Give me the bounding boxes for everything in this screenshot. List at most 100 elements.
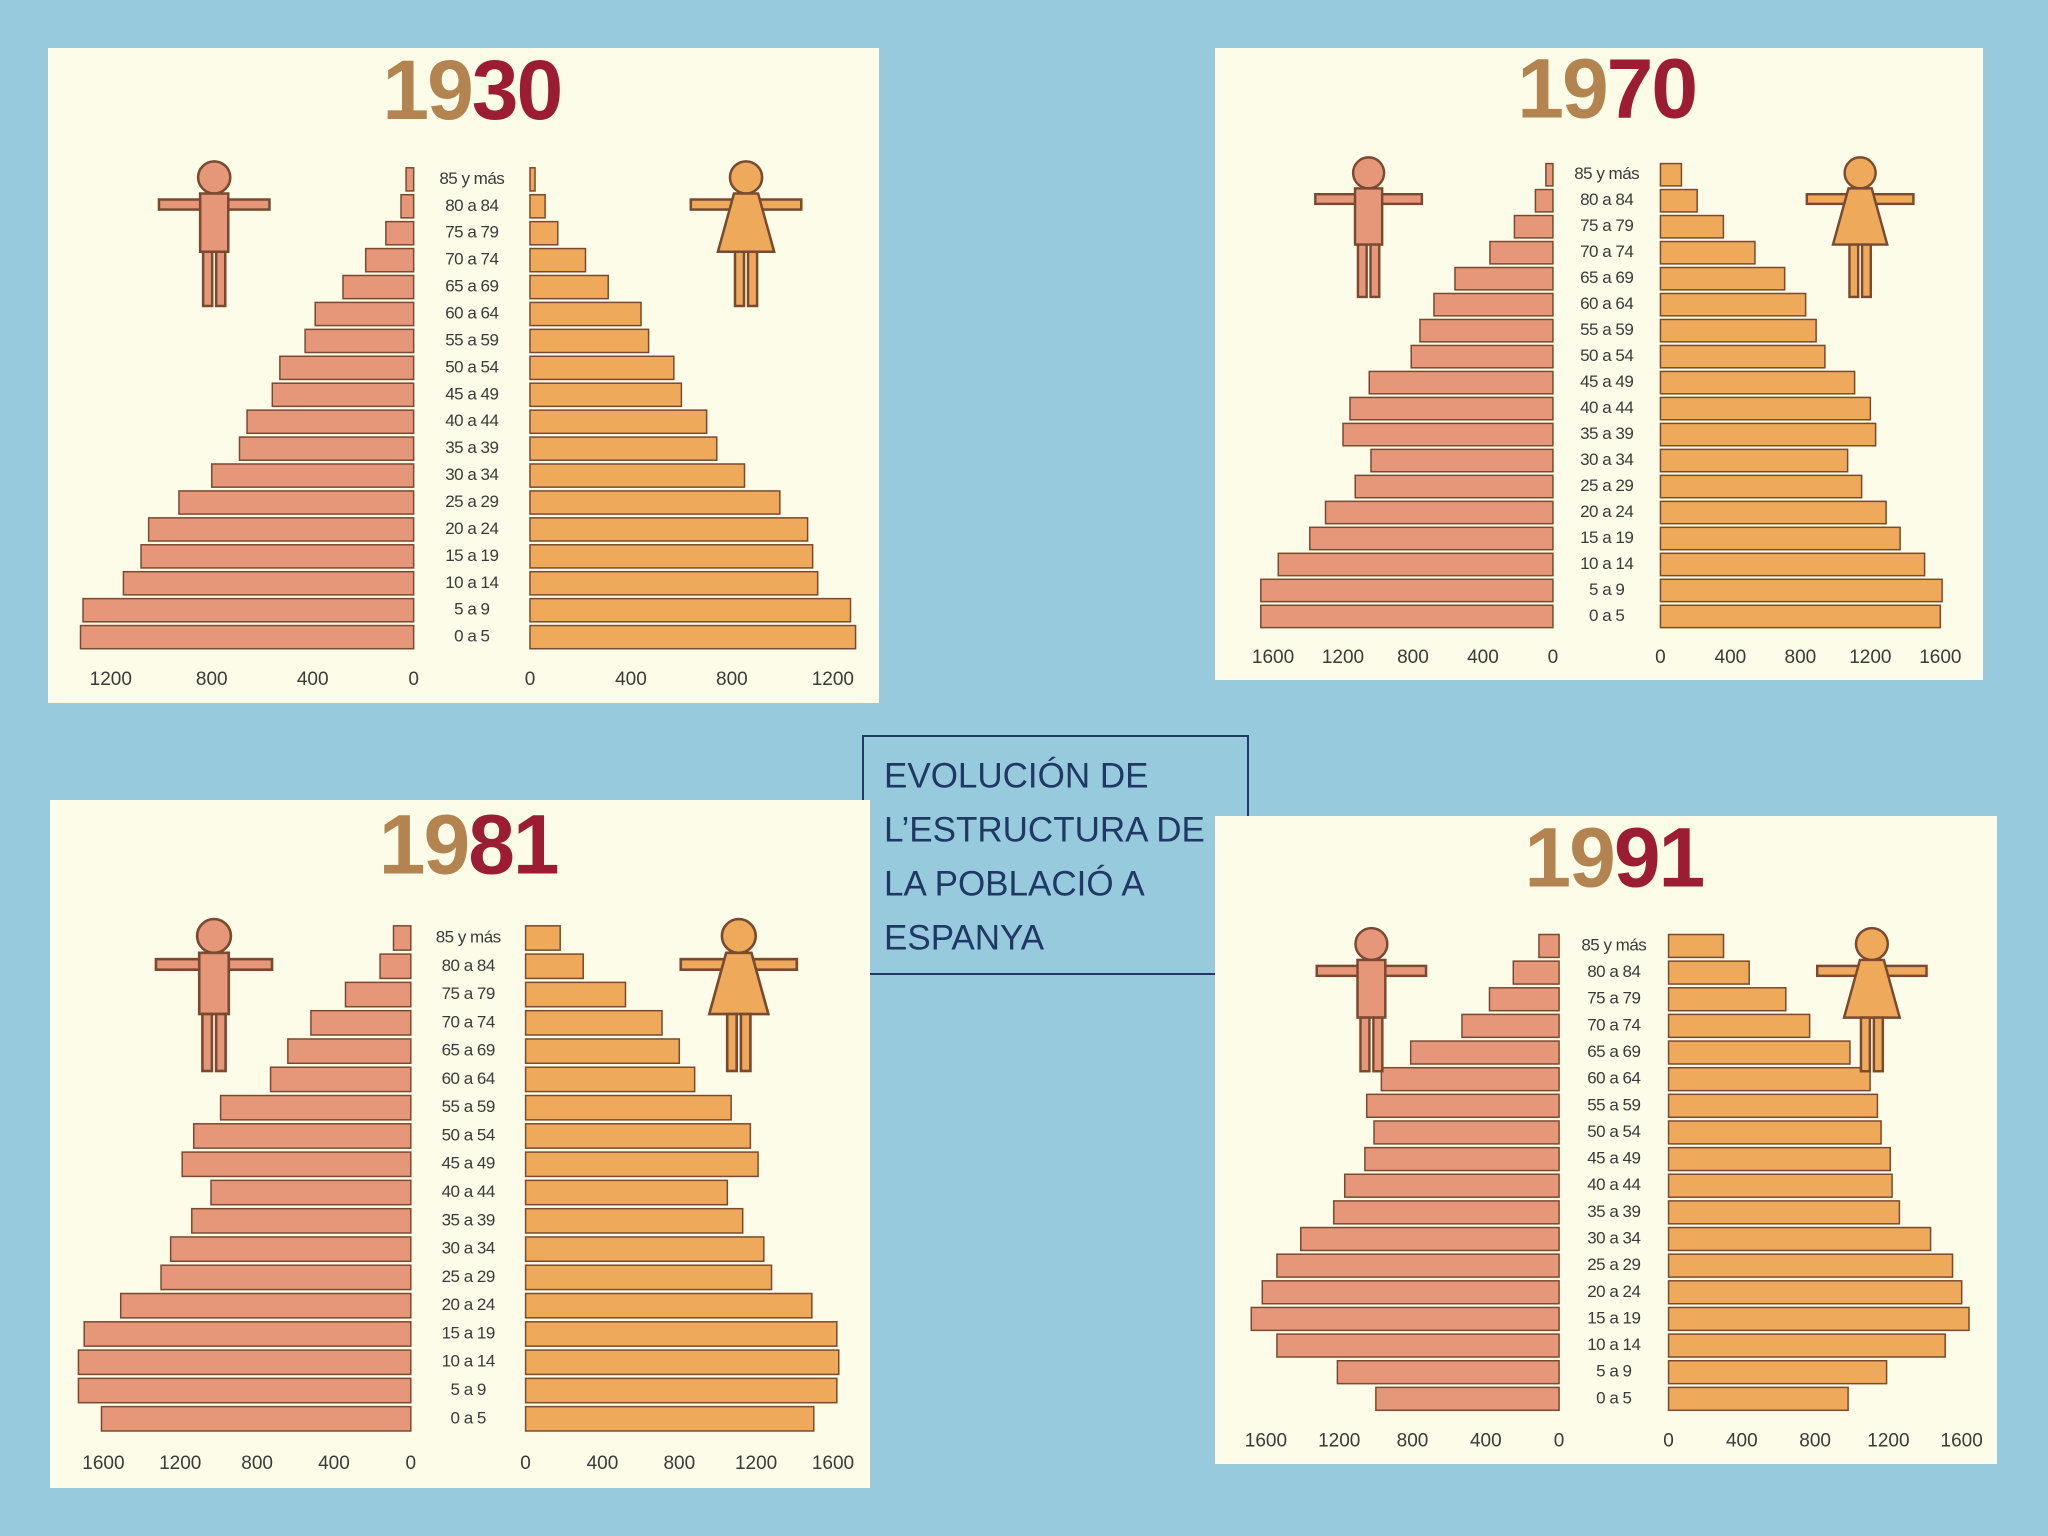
bar xyxy=(1659,578,1943,603)
chart-title: 1930 xyxy=(382,43,561,137)
age-label: 80 a 84 xyxy=(1587,962,1640,981)
bar xyxy=(1667,1359,1888,1385)
bar xyxy=(210,463,415,488)
text-box-line: ESPANYA xyxy=(884,918,1045,957)
age-label: 70 a 74 xyxy=(445,250,498,269)
bar xyxy=(524,1236,765,1263)
icon-body xyxy=(1356,958,1387,1019)
bar xyxy=(529,274,609,300)
age-label: 5 a 9 xyxy=(1596,1362,1631,1381)
bar xyxy=(1419,318,1554,343)
title-part: 30 xyxy=(472,43,561,137)
age-label: 45 a 49 xyxy=(442,1154,495,1173)
bar xyxy=(1659,240,1756,265)
bar xyxy=(529,220,559,246)
bar xyxy=(1409,1040,1560,1065)
bar xyxy=(529,490,781,515)
bar xyxy=(529,355,675,381)
age-label: 0 a 5 xyxy=(454,627,489,646)
icon-head xyxy=(1354,926,1389,962)
bar xyxy=(379,953,412,980)
x-tick-label: 800 xyxy=(663,1453,695,1474)
bar xyxy=(524,953,584,980)
bar xyxy=(1534,188,1554,213)
icon-body xyxy=(197,951,231,1016)
icon-leg xyxy=(214,1012,227,1073)
bar xyxy=(1410,344,1554,369)
bar xyxy=(1512,960,1560,985)
icon-body xyxy=(1831,187,1889,246)
bar xyxy=(524,981,627,1008)
x-tick-label: 0 xyxy=(1655,647,1666,668)
bar xyxy=(169,1236,412,1263)
bar xyxy=(310,1009,412,1036)
bar xyxy=(1300,1226,1560,1252)
bar xyxy=(1667,1040,1851,1065)
bar xyxy=(1276,1253,1560,1278)
bar xyxy=(524,1123,752,1149)
title-part: 19 xyxy=(379,798,468,892)
bar xyxy=(529,624,857,650)
x-tick-label: 800 xyxy=(716,669,748,690)
x-tick-label: 400 xyxy=(318,1453,350,1474)
bar xyxy=(1332,1200,1560,1225)
bar xyxy=(1250,1306,1560,1332)
icon-leg xyxy=(1372,1016,1384,1073)
age-label: 60 a 64 xyxy=(1587,1069,1640,1088)
x-tick-label: 0 xyxy=(525,669,536,690)
icon-leg xyxy=(1859,1016,1872,1073)
bar xyxy=(1364,1146,1560,1172)
bar xyxy=(1309,526,1554,551)
icon-body xyxy=(716,192,776,254)
bar xyxy=(122,570,415,596)
bar xyxy=(1343,1173,1560,1198)
bar xyxy=(524,925,561,951)
age-label: 50 a 54 xyxy=(1587,1122,1640,1141)
x-tick-label: 800 xyxy=(196,669,228,690)
x-tick-label: 1200 xyxy=(1867,1430,1909,1451)
icon-leg xyxy=(1872,1016,1885,1073)
female-icon xyxy=(1815,926,1928,1073)
bar xyxy=(529,517,809,542)
bar xyxy=(1513,214,1554,239)
x-tick-label: 400 xyxy=(615,669,647,690)
age-label: 50 a 54 xyxy=(445,357,498,376)
age-label: 10 a 14 xyxy=(1580,554,1633,573)
bar xyxy=(147,517,415,542)
icon-leg xyxy=(214,250,227,308)
text-box-line: L’ESTRUCTURA DE xyxy=(884,810,1205,849)
bar xyxy=(524,1349,840,1376)
bar xyxy=(529,409,708,435)
pyramid-chart: 1930 0 a 5 5 a 9 10 a 14 15 a 19 20 a 24 25 a … xyxy=(48,43,879,703)
icon-leg xyxy=(733,250,746,308)
bar xyxy=(181,1151,412,1178)
title-part: 19 xyxy=(382,43,471,137)
title-part: 19 xyxy=(1524,811,1613,905)
bar xyxy=(287,1038,412,1065)
x-tick-label: 800 xyxy=(1785,647,1817,668)
age-label: 80 a 84 xyxy=(1580,190,1633,209)
age-label: 15 a 19 xyxy=(1587,1308,1640,1327)
age-label: 25 a 29 xyxy=(1580,476,1633,495)
age-label: 70 a 74 xyxy=(1587,1015,1640,1034)
title-part: 70 xyxy=(1607,42,1696,136)
bar xyxy=(83,1321,412,1347)
age-label: 75 a 79 xyxy=(1587,989,1640,1008)
bar xyxy=(304,328,415,354)
bar xyxy=(1433,292,1554,317)
bar xyxy=(1659,448,1849,473)
bar xyxy=(1659,370,1856,395)
bar xyxy=(178,490,415,515)
x-tick-label: 1600 xyxy=(82,1453,124,1474)
age-label: 30 a 34 xyxy=(1587,1228,1640,1247)
bar xyxy=(524,1292,813,1319)
age-label: 75 a 79 xyxy=(445,223,498,242)
bar xyxy=(119,1292,412,1319)
bar xyxy=(529,301,642,327)
bar xyxy=(1349,396,1554,421)
bar xyxy=(392,925,412,951)
bar xyxy=(524,1066,696,1093)
icon-body xyxy=(198,192,230,254)
x-tick-label: 1200 xyxy=(1849,647,1891,668)
